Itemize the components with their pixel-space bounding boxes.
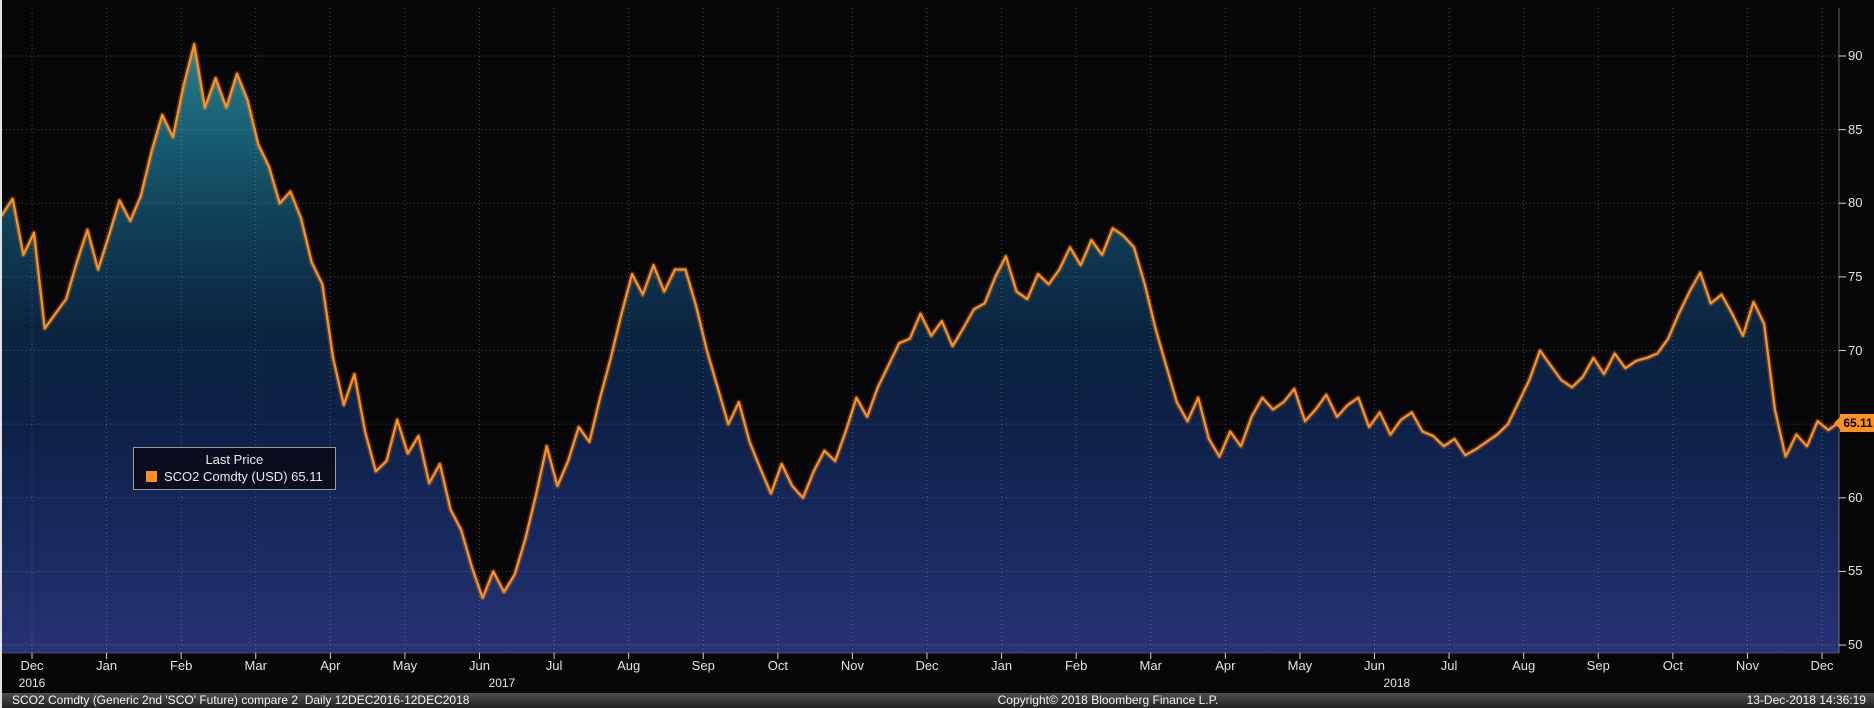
x-axis-label: Nov bbox=[1735, 658, 1759, 673]
x-axis-label: Feb bbox=[169, 658, 193, 673]
footer-bar: SCO2 Comdty (Generic 2nd 'SCO' Future) c… bbox=[2, 693, 1874, 708]
x-axis-label: Nov bbox=[840, 658, 864, 673]
x-axis-label: Mar bbox=[244, 658, 267, 673]
x-axis-label: Jul bbox=[1440, 658, 1458, 673]
x-axis-label: Apr bbox=[320, 658, 341, 673]
y-axis-label: 55 bbox=[1848, 563, 1863, 579]
last-price-badge: 65.11 bbox=[1834, 413, 1874, 432]
x-axis-label: Mar bbox=[1139, 658, 1162, 673]
x-axis-label: Apr bbox=[1215, 658, 1236, 673]
x-axis-label: Jan bbox=[96, 658, 118, 673]
x-axis-year-label: 2017 bbox=[488, 676, 516, 690]
x-axis-label: Aug bbox=[1512, 658, 1536, 673]
footer-timestamp: 13-Dec-2018 14:36:19 bbox=[1746, 693, 1866, 707]
x-axis-label: Sep bbox=[691, 658, 715, 673]
y-axis-label: 70 bbox=[1848, 342, 1863, 358]
x-axis-year-label: 2018 bbox=[1383, 676, 1411, 690]
y-axis-label: 50 bbox=[1848, 637, 1863, 653]
y-axis-label: 80 bbox=[1848, 195, 1863, 211]
legend-swatch-icon bbox=[146, 471, 157, 482]
x-axis-label: Feb bbox=[1064, 658, 1088, 673]
x-axis-label: May bbox=[1287, 658, 1313, 673]
x-axis: Dec Jan Feb Mar Apr May Jun Jul Aug Sep Oct Nov Dec J… bbox=[2, 658, 1874, 676]
legend-series-label: SCO2 Comdty (USD) 65.11 bbox=[164, 469, 323, 484]
x-axis-label: Oct bbox=[1662, 658, 1683, 673]
area-fill bbox=[2, 44, 1839, 653]
x-axis-label: Sep bbox=[1586, 658, 1610, 673]
x-axis-label: Jul bbox=[545, 658, 563, 673]
x-axis-label: May bbox=[392, 658, 418, 673]
x-axis-label: Aug bbox=[617, 658, 641, 673]
footer-security-description: SCO2 Comdty (Generic 2nd 'SCO' Future) c… bbox=[12, 693, 470, 707]
x-axis-label: Dec bbox=[20, 658, 44, 673]
x-axis-label: Dec bbox=[915, 658, 939, 673]
y-axis-label: 75 bbox=[1848, 268, 1863, 284]
x-axis-year-label: 2016 bbox=[18, 676, 46, 690]
y-axis-label: 90 bbox=[1848, 48, 1863, 63]
x-axis-years: 2016 2017 2018 bbox=[2, 676, 1874, 692]
x-axis-label: Jun bbox=[469, 658, 490, 673]
x-axis-label: Dec bbox=[1810, 658, 1834, 673]
legend-title: Last Price bbox=[205, 452, 264, 467]
y-axis-label: 60 bbox=[1848, 489, 1863, 505]
y-axis: 505560657075808590 bbox=[1848, 0, 1874, 708]
price-line bbox=[2, 43, 1841, 600]
y-axis-label: 85 bbox=[1848, 121, 1863, 137]
x-axis-label: Jun bbox=[1364, 658, 1385, 673]
x-axis-label: Oct bbox=[767, 658, 788, 673]
footer-copyright: Copyright© 2018 Bloomberg Finance L.P. bbox=[997, 693, 1219, 707]
x-axis-label: Jan bbox=[991, 658, 1013, 673]
chart-legend[interactable]: Last Price SCO2 Comdty (USD) 65.11 bbox=[133, 447, 336, 490]
